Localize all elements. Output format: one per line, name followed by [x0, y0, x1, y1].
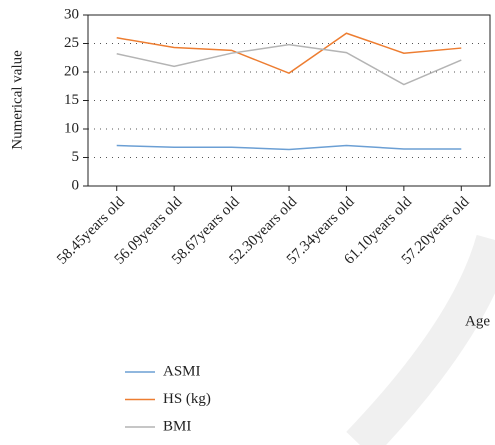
legend-label: BMI — [163, 418, 191, 434]
y-tick-label: 25 — [64, 35, 79, 51]
watermark — [346, 234, 495, 445]
y-tick-label: 0 — [72, 177, 80, 193]
series-line — [116, 32, 462, 74]
x-axis-label: Age — [465, 313, 490, 329]
legend-label: HS (kg) — [163, 391, 211, 407]
legend-label: ASMI — [163, 363, 201, 379]
y-tick-label: 30 — [64, 6, 79, 22]
y-axis-label: Numerical value — [9, 50, 25, 150]
y-tick-label: 20 — [64, 63, 79, 79]
series-line — [116, 144, 462, 151]
series-line — [116, 43, 462, 86]
y-tick-label: 5 — [72, 149, 80, 165]
y-tick-label: 15 — [64, 92, 79, 108]
y-tick-label: 10 — [64, 120, 79, 136]
